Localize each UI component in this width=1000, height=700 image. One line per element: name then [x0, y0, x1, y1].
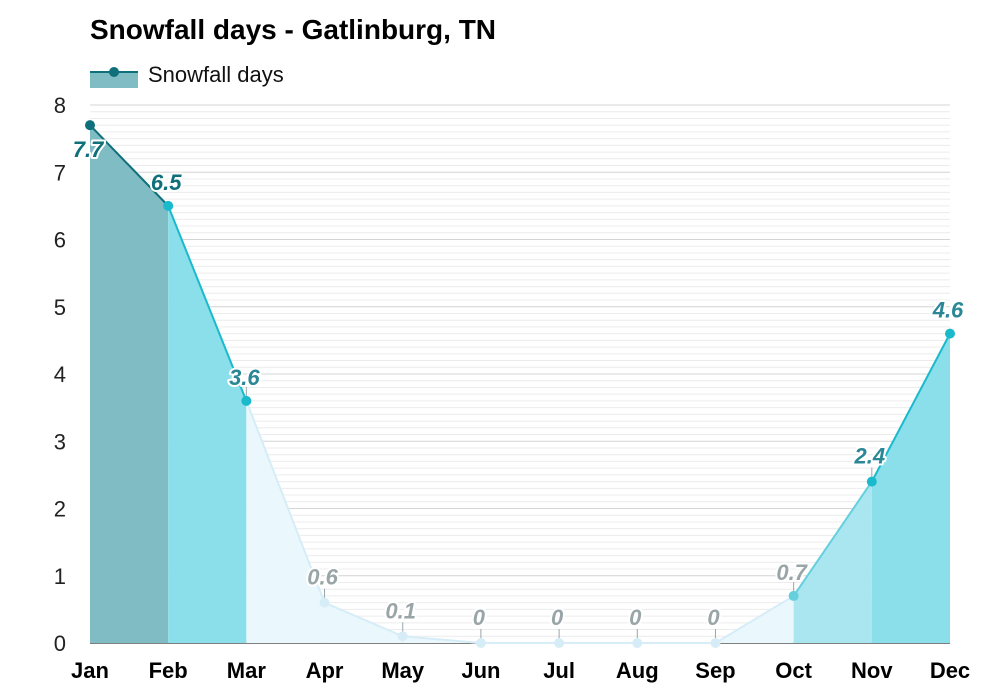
- data-label-may: 0.1: [385, 598, 416, 623]
- x-tick-label-jan: Jan: [71, 658, 109, 683]
- data-label-sep: 0: [707, 605, 720, 630]
- y-tick-label: 6: [54, 228, 66, 253]
- line-segment-jan: [89, 124, 169, 207]
- x-tick-label-jun: Jun: [461, 658, 500, 683]
- area-segment-feb: [168, 205, 247, 643]
- data-label-aug: 0: [629, 605, 642, 630]
- line-segment-may: [402, 635, 481, 644]
- series-lines: [89, 124, 951, 644]
- data-point-jun: [475, 638, 486, 648]
- data-label-jul: 0: [551, 605, 564, 630]
- data-points: [85, 120, 955, 648]
- line-segment-feb: [167, 205, 248, 402]
- data-label-jun: 0: [473, 605, 486, 630]
- line-segment-nov: [870, 333, 951, 483]
- x-tick-label-feb: Feb: [149, 658, 188, 683]
- data-point-may: [397, 631, 408, 642]
- chart-title: Snowfall days - Gatlinburg, TN: [90, 14, 497, 45]
- area-segment-mar: [246, 400, 325, 643]
- area-segment-jan: [90, 125, 169, 644]
- x-tick-label-aug: Aug: [616, 658, 659, 683]
- y-tick-label: 2: [54, 497, 66, 522]
- data-point-apr: [319, 597, 330, 608]
- data-label-jan: 7.7: [73, 137, 105, 162]
- y-tick-label: 5: [54, 295, 66, 320]
- y-tick-label: 3: [54, 429, 66, 454]
- line-segment-mar: [245, 400, 326, 604]
- data-point-jan: [85, 120, 95, 131]
- data-point-feb: [163, 200, 174, 211]
- x-tick-label-may: May: [381, 658, 425, 683]
- x-tick-label-jul: Jul: [543, 658, 575, 683]
- area-fills: [90, 125, 950, 644]
- data-point-jul: [554, 638, 565, 648]
- y-tick-label: 4: [54, 362, 66, 387]
- line-segment-apr: [324, 601, 404, 638]
- y-tick-label: 7: [54, 160, 66, 185]
- x-tick-label-mar: Mar: [227, 658, 267, 683]
- data-point-mar: [241, 395, 252, 406]
- data-label-feb: 6.5: [151, 170, 182, 195]
- data-point-aug: [632, 638, 643, 648]
- x-tick-label-sep: Sep: [695, 658, 735, 683]
- line-segment-sep: [714, 595, 795, 644]
- x-tick-label-dec: Dec: [930, 658, 970, 683]
- legend[interactable]: Snowfall days: [90, 62, 284, 88]
- legend-label: Snowfall days: [148, 62, 284, 87]
- data-label-nov: 2.4: [854, 444, 886, 469]
- data-label-dec: 4.6: [932, 298, 964, 323]
- line-segment-oct: [792, 481, 873, 597]
- area-segment-apr: [324, 602, 403, 643]
- y-axis-ticks: 0 1 2 3 4 5 6 7 8: [54, 93, 66, 656]
- data-labels: 7.7 6.5 3.6 0.6 0.1 0 0 0 0 0.7 2.4 4.6: [71, 135, 966, 632]
- data-label-apr: 0.6: [307, 565, 338, 590]
- data-label-mar: 3.6: [229, 365, 260, 390]
- x-tick-label-apr: Apr: [306, 658, 344, 683]
- area-segment-oct: [793, 481, 872, 643]
- data-point-oct: [788, 590, 799, 601]
- x-axis-ticks: Jan Feb Mar Apr May Jun Jul Aug Sep Oct Nov Dec: [71, 658, 970, 683]
- data-point-nov: [866, 476, 877, 487]
- y-tick-label: 8: [54, 93, 66, 118]
- data-point-dec: [945, 328, 955, 339]
- data-label-oct: 0.7: [776, 560, 808, 585]
- y-tick-label: 1: [54, 564, 66, 589]
- y-tick-label: 0: [54, 631, 66, 656]
- x-tick-label-oct: Oct: [775, 658, 812, 683]
- x-tick-label-nov: Nov: [851, 658, 893, 683]
- legend-swatch: [90, 62, 138, 88]
- area-segment-nov: [871, 333, 950, 643]
- data-point-sep: [710, 638, 721, 648]
